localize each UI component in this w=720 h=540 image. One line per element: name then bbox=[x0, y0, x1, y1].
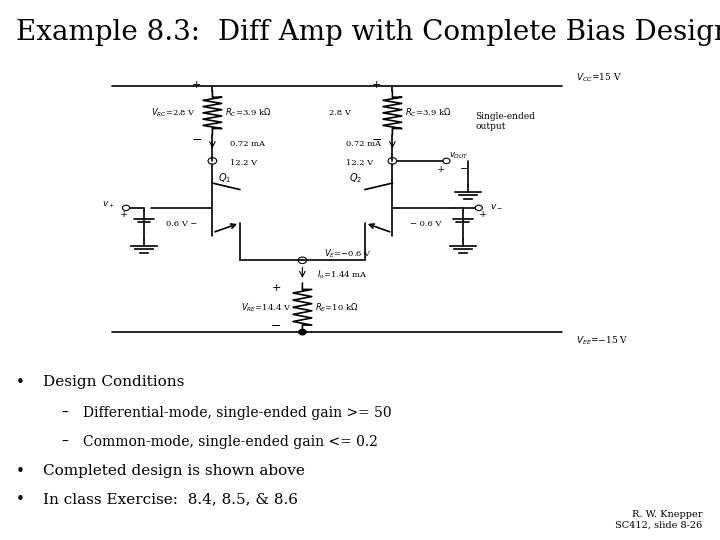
Text: $Q_2$: $Q_2$ bbox=[349, 171, 362, 185]
Circle shape bbox=[299, 329, 306, 335]
Text: 12.2 V: 12.2 V bbox=[346, 159, 373, 167]
Text: −: − bbox=[459, 164, 469, 174]
Text: $V_{RC}$=2.8 V: $V_{RC}$=2.8 V bbox=[151, 106, 197, 119]
Text: Completed design is shown above: Completed design is shown above bbox=[43, 464, 305, 478]
Text: $R_C$=3.9 k$\Omega$: $R_C$=3.9 k$\Omega$ bbox=[405, 106, 451, 119]
Text: +: + bbox=[436, 165, 445, 173]
Text: − 0.6 V: − 0.6 V bbox=[410, 220, 441, 228]
Text: Single-ended
output: Single-ended output bbox=[475, 112, 535, 131]
Text: +: + bbox=[271, 284, 281, 293]
Text: $R_E$=10 k$\Omega$: $R_E$=10 k$\Omega$ bbox=[315, 301, 359, 314]
Text: +: + bbox=[192, 80, 202, 90]
Text: $V_{RE}$=14.4 V: $V_{RE}$=14.4 V bbox=[241, 301, 292, 314]
Text: 12.2 V: 12.2 V bbox=[230, 159, 258, 167]
Text: –: – bbox=[61, 435, 68, 449]
Text: $Q_1$: $Q_1$ bbox=[218, 171, 231, 185]
Text: −: − bbox=[192, 134, 202, 147]
Text: $v_-$: $v_-$ bbox=[490, 201, 503, 210]
Text: –: – bbox=[61, 406, 68, 420]
Text: +: + bbox=[120, 211, 128, 219]
Text: 0.72 mA: 0.72 mA bbox=[346, 140, 381, 148]
Text: +: + bbox=[372, 80, 382, 90]
Text: •: • bbox=[16, 375, 24, 390]
Text: Common-mode, single-ended gain <= 0.2: Common-mode, single-ended gain <= 0.2 bbox=[83, 435, 378, 449]
Text: 0.72 mA: 0.72 mA bbox=[230, 140, 266, 148]
Text: $v_{OUT}$: $v_{OUT}$ bbox=[449, 150, 469, 161]
Text: −: − bbox=[270, 320, 281, 333]
Text: $V_{CC}$=15 V: $V_{CC}$=15 V bbox=[576, 71, 621, 84]
Text: R. W. Knepper
SC412, slide 8-26: R. W. Knepper SC412, slide 8-26 bbox=[615, 510, 702, 529]
Text: •: • bbox=[16, 492, 24, 508]
Text: −: − bbox=[372, 134, 382, 147]
Text: $R_C$=3.9 k$\Omega$: $R_C$=3.9 k$\Omega$ bbox=[225, 106, 271, 119]
Text: $V_{EE}$=−15 V: $V_{EE}$=−15 V bbox=[576, 335, 629, 347]
Text: •: • bbox=[16, 464, 24, 480]
Text: $V_E$=−0.6 V: $V_E$=−0.6 V bbox=[324, 247, 372, 260]
Text: 2.8 V: 2.8 V bbox=[329, 109, 351, 117]
Text: 0.6 V −: 0.6 V − bbox=[166, 220, 197, 228]
Text: $v_+$: $v_+$ bbox=[102, 200, 115, 211]
Text: Differential-mode, single-ended gain >= 50: Differential-mode, single-ended gain >= … bbox=[83, 406, 392, 420]
Text: Design Conditions: Design Conditions bbox=[43, 375, 184, 389]
Text: $I_o$=1.44 mA: $I_o$=1.44 mA bbox=[317, 268, 367, 281]
Text: In class Exercise:  8.4, 8.5, & 8.6: In class Exercise: 8.4, 8.5, & 8.6 bbox=[43, 492, 298, 507]
Text: +: + bbox=[479, 211, 487, 219]
Text: Example 8.3:  Diff Amp with Complete Bias Design: Example 8.3: Diff Amp with Complete Bias… bbox=[16, 19, 720, 46]
